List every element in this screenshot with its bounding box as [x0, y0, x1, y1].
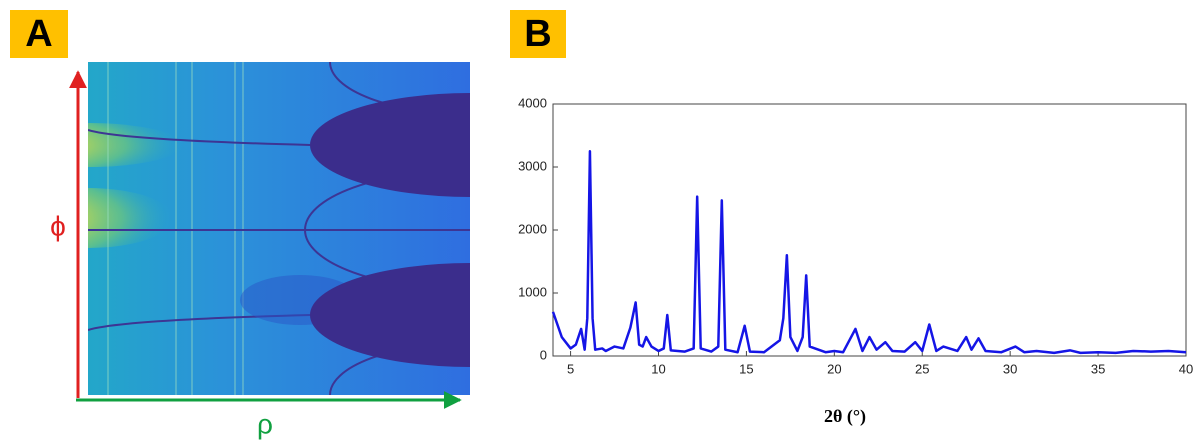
data-line — [551, 150, 1187, 355]
panel-label: A — [25, 13, 52, 55]
x-tick-label: 15 — [739, 361, 753, 376]
x-tick-label: 25 — [915, 361, 929, 376]
panel-label: B — [524, 13, 551, 55]
x-tick-label: 40 — [1179, 361, 1193, 376]
x-tick-label: 35 — [1091, 361, 1105, 376]
plot-frame — [552, 103, 1187, 357]
y-tick-label: 2000 — [518, 221, 547, 236]
x-axis-label: 2θ (°) — [824, 406, 866, 427]
y-label: ϕ — [50, 210, 66, 241]
label-box — [10, 10, 68, 58]
x-tick-label: 10 — [651, 361, 665, 376]
x-tick-label: 20 — [827, 361, 841, 376]
label-box — [510, 10, 566, 58]
heatmap — [88, 62, 470, 395]
y-tick-label: 1000 — [518, 284, 547, 299]
y-tick-label: 0 — [540, 347, 547, 362]
x-tick-label: 30 — [1003, 361, 1017, 376]
y-tick-label: 3000 — [518, 158, 547, 173]
x-tick-label: 5 — [567, 361, 574, 376]
y-tick-label: 4000 — [518, 95, 547, 110]
x-label: ρ — [257, 408, 273, 439]
